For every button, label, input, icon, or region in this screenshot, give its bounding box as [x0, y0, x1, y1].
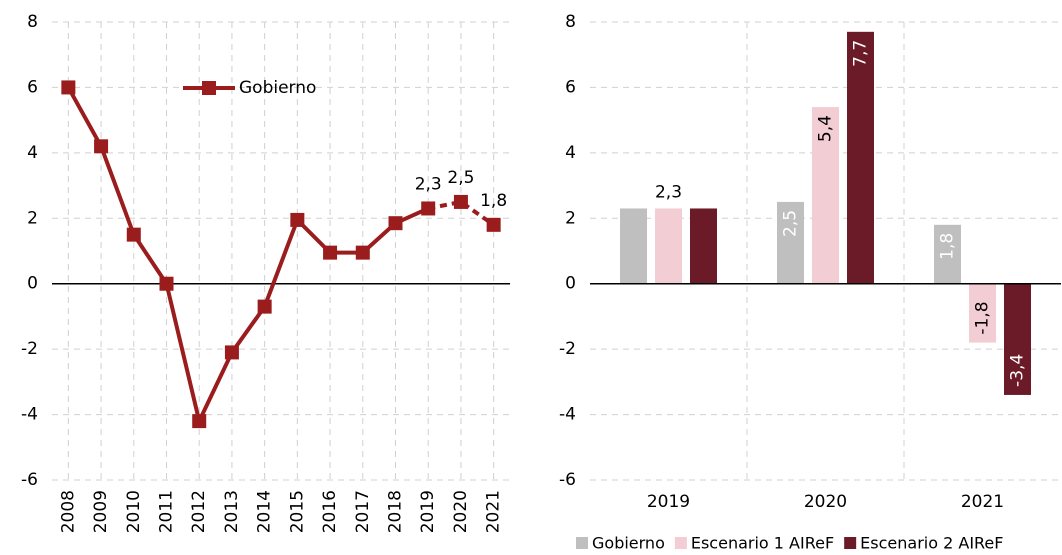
- x-tick-label: 2014: [255, 490, 275, 533]
- bar: [777, 201, 804, 284]
- data-label: 1,8: [480, 191, 507, 211]
- x-tick-label: 2017: [353, 490, 373, 533]
- data-label: 7,7: [851, 40, 871, 67]
- y-tick-label: 6: [565, 77, 576, 97]
- legend-swatch: [674, 537, 687, 549]
- x-tick-label: 2015: [287, 490, 307, 533]
- marker: [159, 276, 174, 291]
- x-tick-label: 2011: [157, 490, 177, 533]
- marker: [257, 299, 272, 314]
- bar: [812, 107, 839, 284]
- x-tick-label: 2009: [91, 490, 111, 533]
- data-label: 5,4: [816, 115, 836, 142]
- x-tick-label: 2008: [58, 490, 78, 533]
- x-tick-label: 2019: [647, 492, 690, 512]
- marker: [290, 212, 305, 227]
- line: [66, 86, 430, 428]
- y-tick-label: 8: [27, 12, 38, 32]
- y-tick-label: -4: [21, 405, 38, 425]
- y-tick-label: -2: [21, 339, 38, 359]
- bar: [969, 283, 996, 343]
- data-label: 2,5: [447, 168, 474, 188]
- marker: [224, 345, 239, 360]
- legend-marker: [202, 81, 216, 95]
- data-label: -3,4: [1008, 354, 1028, 387]
- bar: [620, 208, 647, 284]
- marker: [388, 216, 403, 231]
- y-tick-label: 2: [565, 208, 576, 228]
- x-tick-label: 2019: [418, 490, 438, 533]
- y-tick-label: -4: [559, 405, 576, 425]
- y-tick-label: 6: [27, 77, 38, 97]
- y-tick-label: 4: [27, 143, 38, 163]
- legend-label: Gobierno: [592, 534, 665, 553]
- data-label: 2,3: [415, 174, 442, 194]
- legend-swatch: [576, 537, 588, 549]
- data-label: 2,3: [655, 182, 682, 202]
- bar: [934, 224, 961, 284]
- y-tick-label: 2: [27, 208, 38, 228]
- data-label: -1,8: [973, 301, 993, 334]
- legend-swatch: [844, 537, 857, 549]
- data-label: 1,8: [938, 233, 958, 260]
- x-tick-label: 2010: [124, 490, 144, 533]
- x-tick-label: 2020: [451, 490, 471, 533]
- marker: [94, 139, 109, 154]
- y-tick-label: -6: [21, 470, 38, 490]
- legend-label: Gobierno: [239, 78, 316, 98]
- y-tick-label: 0: [27, 274, 38, 294]
- bar: [1004, 283, 1031, 395]
- x-tick-label: 2020: [804, 492, 847, 512]
- data-label: 2,5: [781, 210, 801, 237]
- y-tick-label: 4: [565, 143, 576, 163]
- y-tick-label: -2: [559, 339, 576, 359]
- y-tick-label: 0: [565, 274, 576, 294]
- marker: [421, 201, 436, 216]
- marker: [323, 245, 338, 260]
- marker: [355, 245, 370, 260]
- bar: [690, 208, 717, 284]
- marker: [61, 80, 76, 95]
- marker: [192, 414, 207, 429]
- x-tick-label: 2012: [189, 490, 209, 533]
- bar: [847, 31, 874, 284]
- x-tick-label: 2021: [961, 492, 1004, 512]
- x-tick-label: 2018: [386, 490, 406, 533]
- y-tick-label: -6: [559, 470, 576, 490]
- marker: [486, 217, 501, 232]
- y-tick-label: 8: [565, 12, 576, 32]
- x-tick-label: 2016: [320, 490, 340, 533]
- x-tick-label: 2021: [484, 490, 504, 533]
- legend-label: Escenario 2 AIReF: [860, 534, 1003, 553]
- x-tick-label: 2013: [222, 490, 242, 533]
- legend-label: Escenario 1 AIReF: [691, 534, 834, 553]
- marker: [126, 227, 141, 242]
- marker: [453, 194, 468, 209]
- bar: [655, 208, 682, 284]
